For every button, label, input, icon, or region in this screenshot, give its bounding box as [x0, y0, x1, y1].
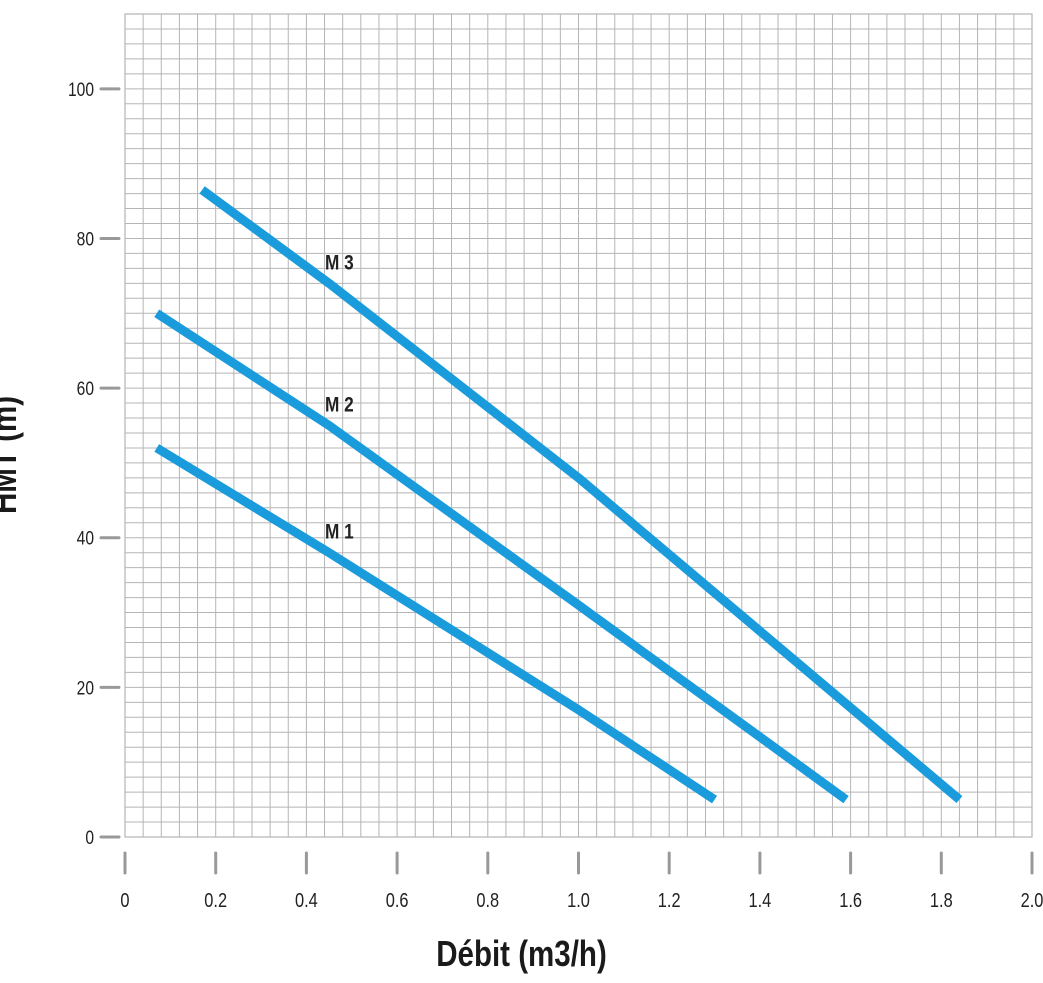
- x-tick-label: 0.4: [295, 888, 318, 911]
- x-tick-label: 1.8: [930, 888, 953, 911]
- y-tick-label: 0: [85, 827, 94, 849]
- x-tick-label: 2.0: [1021, 888, 1043, 911]
- x-tick-label: 0.2: [204, 888, 227, 911]
- series-label-2: M 2: [325, 394, 354, 417]
- x-tick-label: 1.2: [658, 888, 681, 911]
- grid: [124, 13, 1033, 838]
- series-label-3: M 3: [325, 252, 354, 275]
- y-axis: 0 20 40 60 80 100: [68, 78, 121, 849]
- series-line-3: [199, 186, 963, 804]
- x-tick-label: 1.4: [749, 888, 772, 911]
- y-tick-label: 40: [77, 527, 94, 549]
- series-line-1: [154, 444, 718, 804]
- y-tick-label: 100: [68, 78, 94, 100]
- x-axis-title: Débit (m3/h): [436, 933, 607, 974]
- x-tick-label: 0.8: [476, 888, 499, 911]
- x-tick-label: 0: [120, 888, 129, 911]
- y-tick-label: 80: [77, 228, 94, 250]
- series-label-1: M 1: [325, 521, 354, 544]
- series-lines: [154, 186, 963, 804]
- y-axis-title: HMT (m): [0, 395, 24, 515]
- series-labels: M 1 M 2 M 3: [325, 252, 354, 544]
- y-tick-label: 60: [77, 378, 94, 400]
- series-line-2: [154, 309, 849, 804]
- x-tick-label: 1.6: [839, 888, 862, 911]
- x-tick-label: 0.6: [386, 888, 409, 911]
- x-axis: 0 0.2 0.4 0.6 0.8 1.0 1.2 1.4 1.6 1.8 2.0: [120, 851, 1043, 911]
- y-tick-label: 20: [77, 677, 94, 699]
- x-tick-label: 1.0: [567, 888, 590, 911]
